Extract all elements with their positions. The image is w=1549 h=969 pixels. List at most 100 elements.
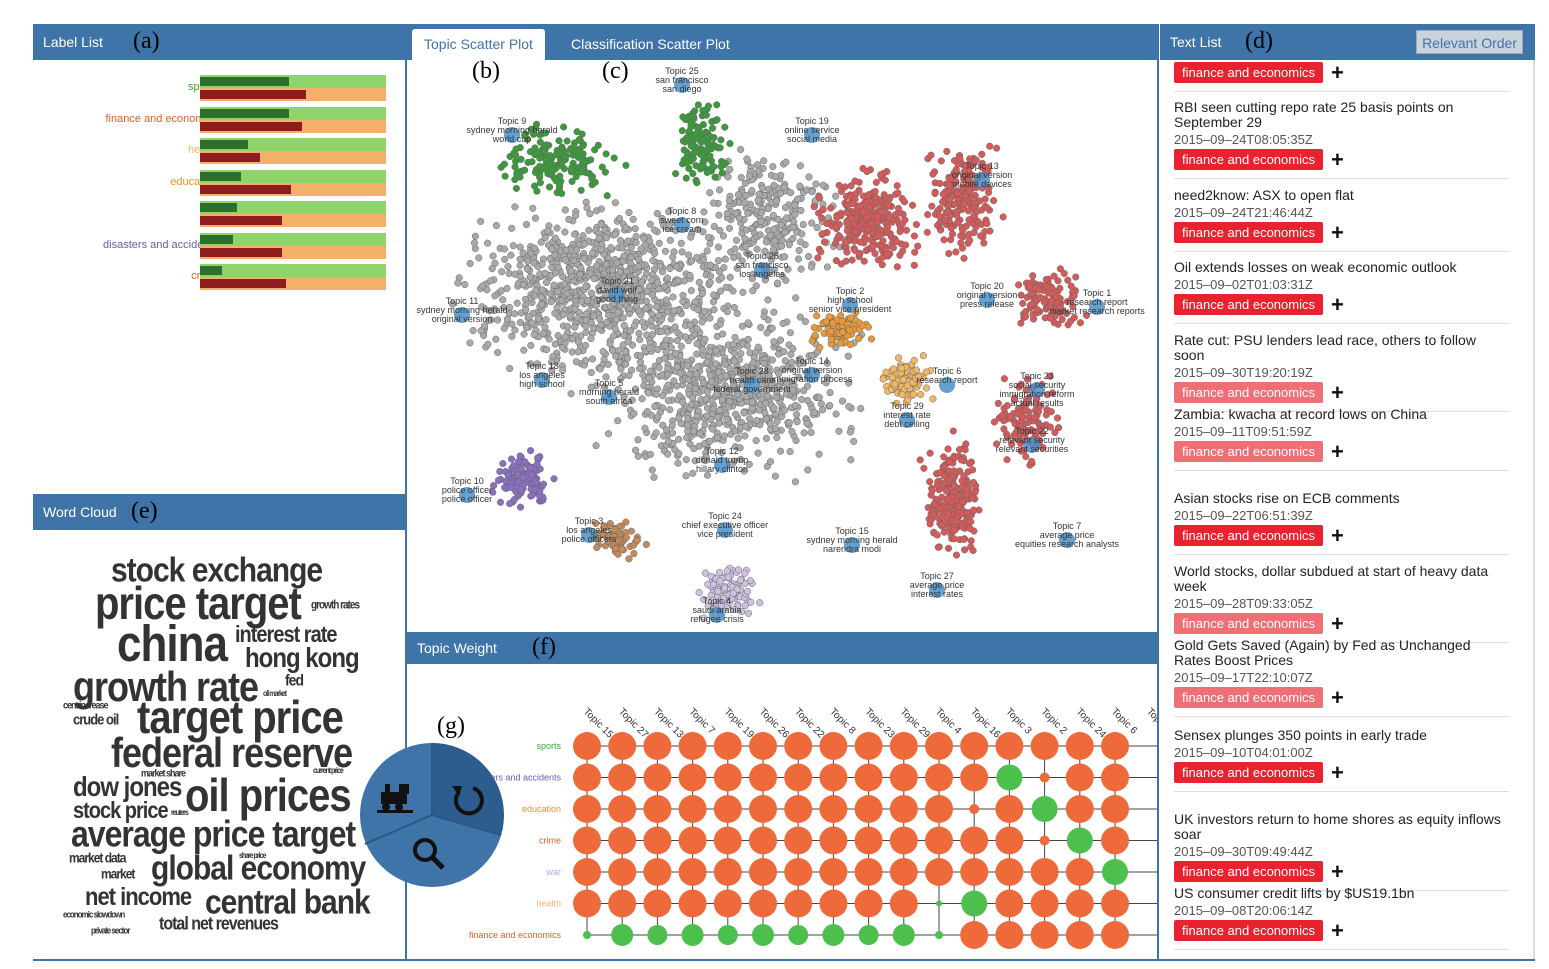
- scatter-point[interactable]: [544, 227, 552, 235]
- scatter-point[interactable]: [662, 426, 671, 434]
- scatter-point[interactable]: [531, 214, 540, 222]
- scatter-point[interactable]: [617, 365, 625, 373]
- scatter-point[interactable]: [719, 330, 727, 338]
- scatter-point[interactable]: [666, 264, 674, 273]
- scatter-point[interactable]: [642, 297, 650, 305]
- topic-weight-cell[interactable]: [819, 732, 848, 760]
- scatter-point[interactable]: [673, 336, 681, 344]
- scatter-point[interactable]: [661, 247, 669, 255]
- scatter-point[interactable]: [744, 319, 752, 327]
- scatter-point[interactable]: [546, 290, 554, 298]
- scatter-point[interactable]: [527, 471, 536, 479]
- scatter-point[interactable]: [508, 320, 516, 328]
- scatter-point[interactable]: [582, 341, 590, 349]
- scatter-point[interactable]: [969, 466, 977, 474]
- scatter-point[interactable]: [639, 371, 647, 379]
- topic-weight-cell[interactable]: [819, 858, 848, 886]
- scatter-point[interactable]: [755, 406, 763, 414]
- scatter-point[interactable]: [721, 123, 729, 131]
- scatter-point[interactable]: [721, 584, 729, 592]
- scatter-point[interactable]: [726, 140, 734, 148]
- scatter-point[interactable]: [873, 213, 881, 221]
- scatter-point[interactable]: [734, 566, 742, 574]
- topic-weight-cell[interactable]: [858, 925, 879, 945]
- scatter-point[interactable]: [1000, 375, 1008, 383]
- scatter-point[interactable]: [682, 174, 690, 182]
- scatter-point[interactable]: [936, 468, 944, 477]
- topic-weight-cell[interactable]: [647, 925, 668, 945]
- scatter-point[interactable]: [670, 307, 678, 315]
- scatter-point[interactable]: [796, 162, 804, 170]
- topic-weight-cell[interactable]: [960, 732, 989, 760]
- scatter-point[interactable]: [665, 437, 673, 446]
- text-list-item[interactable]: finance and economics +: [1174, 60, 1509, 92]
- topic-weight-cell[interactable]: [643, 826, 672, 855]
- text-list-item[interactable]: RBI seen cutting repo rate 25 basis poin…: [1174, 100, 1509, 179]
- scatter-point[interactable]: [801, 318, 809, 326]
- scatter-point[interactable]: [508, 224, 516, 232]
- scatter-point[interactable]: [737, 173, 745, 182]
- scatter-point[interactable]: [587, 368, 595, 377]
- topic-weight-cell[interactable]: [608, 763, 637, 792]
- scatter-point[interactable]: [950, 526, 958, 535]
- add-label-button[interactable]: +: [1330, 380, 1344, 405]
- topic-weight-cell[interactable]: [784, 795, 813, 823]
- scatter-point[interactable]: [717, 136, 725, 144]
- scatter-point[interactable]: [629, 541, 638, 549]
- scatter-point[interactable]: [664, 450, 672, 458]
- topic-weight-cell[interactable]: [573, 795, 601, 823]
- scatter-point[interactable]: [680, 146, 688, 154]
- scatter-point[interactable]: [831, 240, 839, 248]
- topic-weight-cell[interactable]: [1039, 835, 1050, 846]
- text-item-label-tag[interactable]: finance and economics: [1174, 613, 1323, 635]
- scatter-point[interactable]: [832, 257, 840, 265]
- scatter-point[interactable]: [713, 101, 721, 109]
- topic-weight-cell[interactable]: [749, 858, 777, 886]
- text-item-label-tag[interactable]: finance and economics: [1174, 222, 1323, 244]
- scatter-point[interactable]: [573, 128, 581, 136]
- scatter-point[interactable]: [1000, 425, 1008, 433]
- scatter-point[interactable]: [741, 235, 749, 243]
- topic-weight-cell[interactable]: [889, 763, 918, 792]
- scatter-point[interactable]: [980, 239, 988, 247]
- scatter-point[interactable]: [500, 245, 508, 253]
- scatter-point[interactable]: [718, 169, 726, 177]
- topic-weight-cell[interactable]: [960, 921, 989, 949]
- scatter-point[interactable]: [893, 263, 901, 271]
- scatter-point[interactable]: [685, 251, 693, 259]
- scatter-point[interactable]: [486, 307, 494, 315]
- scatter-point[interactable]: [640, 234, 648, 242]
- scatter-point[interactable]: [574, 314, 582, 322]
- scatter-point[interactable]: [798, 395, 806, 404]
- scatter-point[interactable]: [755, 190, 763, 198]
- scatter-point[interactable]: [575, 136, 583, 144]
- scatter-point[interactable]: [703, 247, 711, 255]
- scatter-point[interactable]: [912, 366, 920, 374]
- topic-weight-cell[interactable]: [752, 924, 774, 946]
- scatter-point[interactable]: [607, 244, 615, 252]
- scatter-point[interactable]: [778, 242, 786, 250]
- scatter-point[interactable]: [542, 278, 551, 286]
- scatter-point[interactable]: [561, 256, 569, 264]
- scatter-point[interactable]: [785, 241, 793, 249]
- scatter-point[interactable]: [613, 259, 621, 267]
- scatter-point[interactable]: [832, 192, 840, 200]
- scatter-point[interactable]: [787, 189, 795, 197]
- scatter-point[interactable]: [479, 282, 487, 290]
- scatter-point[interactable]: [892, 238, 900, 246]
- scatter-point[interactable]: [627, 327, 635, 335]
- scatter-point[interactable]: [635, 285, 643, 293]
- scatter-point[interactable]: [734, 191, 742, 199]
- scatter-point[interactable]: [678, 248, 686, 256]
- label-row[interactable]: disasters and accidents: [33, 232, 413, 259]
- scatter-point[interactable]: [702, 395, 710, 403]
- scatter-point[interactable]: [911, 248, 919, 256]
- scatter-point[interactable]: [900, 198, 909, 206]
- word-cloud-word[interactable]: market: [101, 865, 135, 883]
- scatter-point[interactable]: [625, 208, 633, 217]
- scatter-point[interactable]: [608, 266, 617, 274]
- scatter-point[interactable]: [709, 425, 717, 433]
- scatter-point[interactable]: [770, 225, 778, 233]
